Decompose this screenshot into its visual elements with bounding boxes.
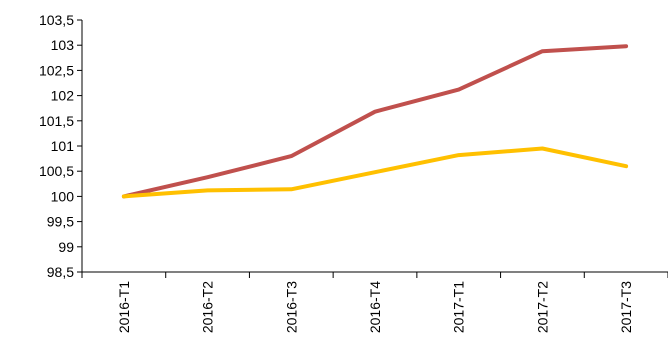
x-axis: 2016-T1 2016-T2 2016-T3 2016-T4 2017-T1 2017-… — [81, 271, 668, 333]
x-tick-label: 2016-T3 — [283, 281, 299, 333]
x-tick-label: 2017-T3 — [618, 281, 634, 333]
y-tick-label: 103 — [51, 37, 75, 53]
x-tick-label: 2016-T4 — [367, 281, 383, 333]
series-line-1 — [121, 44, 629, 199]
x-tick-label: 2016-T2 — [200, 281, 216, 333]
y-tick-label: 99 — [58, 239, 74, 255]
y-tick-label: 101,5 — [39, 113, 74, 129]
x-tick-label: 2016-T1 — [116, 281, 132, 333]
series-line-2 — [121, 146, 629, 199]
y-axis: 103,5 103 102,5 102 101,5 101 100,5 100 99,5 99 98… — [39, 12, 83, 280]
y-tick-label: 99,5 — [47, 214, 74, 230]
y-tick-label: 100 — [51, 188, 75, 204]
y-tick-label: 98,5 — [47, 264, 74, 280]
y-tick-label: 100,5 — [39, 163, 74, 179]
y-tick-label: 102 — [51, 88, 75, 104]
y-tick-label: 103,5 — [39, 12, 74, 28]
x-tick-label: 2017-T2 — [534, 281, 550, 333]
x-tick-label: 2017-T1 — [451, 281, 467, 333]
y-tick-label: 101 — [51, 138, 75, 154]
y-tick-label: 102,5 — [39, 62, 74, 78]
series-lines — [121, 44, 629, 199]
